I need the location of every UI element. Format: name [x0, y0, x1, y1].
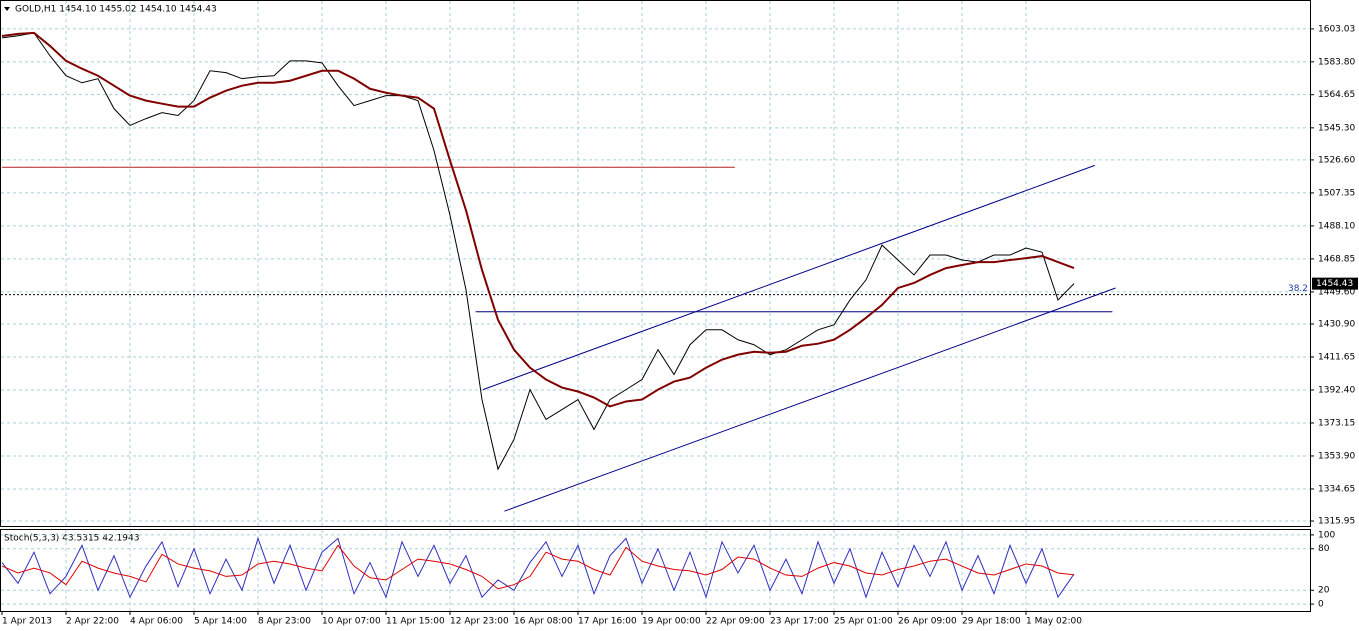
- y-tick-label: 1526.60: [1318, 155, 1355, 165]
- x-tick-label: 17 Apr 16:00: [578, 617, 637, 627]
- x-tick-label: 8 Apr 23:00: [258, 617, 311, 627]
- trend-line: [482, 164, 1095, 391]
- y-tick-label: 1449.60: [1318, 287, 1355, 297]
- x-tick-label: 26 Apr 09:00: [898, 617, 957, 627]
- x-tick-label: 10 Apr 07:00: [322, 617, 381, 627]
- y-tick-label: 1603.03: [1318, 24, 1355, 34]
- y-tick-label: 1373.15: [1318, 418, 1355, 428]
- x-tick-label: 22 Apr 09:00: [706, 617, 765, 627]
- price-box: [1312, 277, 1358, 290]
- y-tick-label: 1411.65: [1318, 352, 1355, 362]
- series-line: [1, 32, 1075, 471]
- y-tick-label: 80: [1318, 544, 1330, 554]
- symbol-header: GOLD,H1 1454.10 1455.02 1454.10 1454.43: [15, 5, 217, 15]
- x-tick-label: 16 Apr 08:00: [514, 617, 573, 627]
- x-tick-label: 19 Apr 00:00: [642, 617, 701, 627]
- y-tick-label: 1315.95: [1318, 517, 1355, 527]
- menu-arrow[interactable]: [4, 7, 10, 11]
- y-tick-label: 1564.65: [1318, 90, 1355, 100]
- x-tick-label: 25 Apr 01:00: [834, 617, 893, 627]
- y-tick-label: 1430.90: [1318, 319, 1355, 329]
- y-tick-label: 20: [1318, 586, 1330, 596]
- y-tick-label: 1488.10: [1318, 221, 1355, 231]
- y-tick-label: 1334.65: [1318, 484, 1355, 494]
- main-panel: [0, 0, 1311, 527]
- y-tick-label: 1392.40: [1318, 385, 1355, 395]
- y-tick-label: 100: [1318, 530, 1335, 540]
- y-tick-label: 1507.35: [1318, 188, 1355, 198]
- y-tick-label: 1545.30: [1318, 123, 1355, 133]
- x-tick-label: 1 May 02:00: [1026, 617, 1082, 627]
- stoch-panel: [0, 529, 1311, 612]
- y-tick-label: 1468.85: [1318, 254, 1355, 264]
- x-tick-label: 2 Apr 22:00: [66, 617, 119, 627]
- series-line: [1, 544, 1075, 590]
- y-tick-label: 1583.80: [1318, 57, 1355, 67]
- series-line: [1, 31, 1075, 408]
- trend-line: [504, 287, 1116, 512]
- y-tick-label: 1353.90: [1318, 451, 1355, 461]
- y-tick-label: 0: [1318, 600, 1324, 610]
- x-tick-label: 12 Apr 23:00: [450, 617, 509, 627]
- x-tick-label: 23 Apr 17:00: [770, 617, 829, 627]
- x-tick-label: 5 Apr 14:00: [194, 617, 247, 627]
- x-tick-label: 29 Apr 18:00: [962, 617, 1021, 627]
- price-label: 1454.43: [1316, 279, 1353, 289]
- series-line: [1, 536, 1075, 599]
- x-tick-label: 11 Apr 15:00: [386, 617, 445, 627]
- stoch-title: Stoch(5,3,3) 43.5315 42.1943: [4, 534, 139, 544]
- x-tick-label: 1 Apr 2013: [2, 617, 52, 627]
- x-tick-label: 4 Apr 06:00: [130, 617, 183, 627]
- fibo-label: 38.2: [1288, 284, 1308, 294]
